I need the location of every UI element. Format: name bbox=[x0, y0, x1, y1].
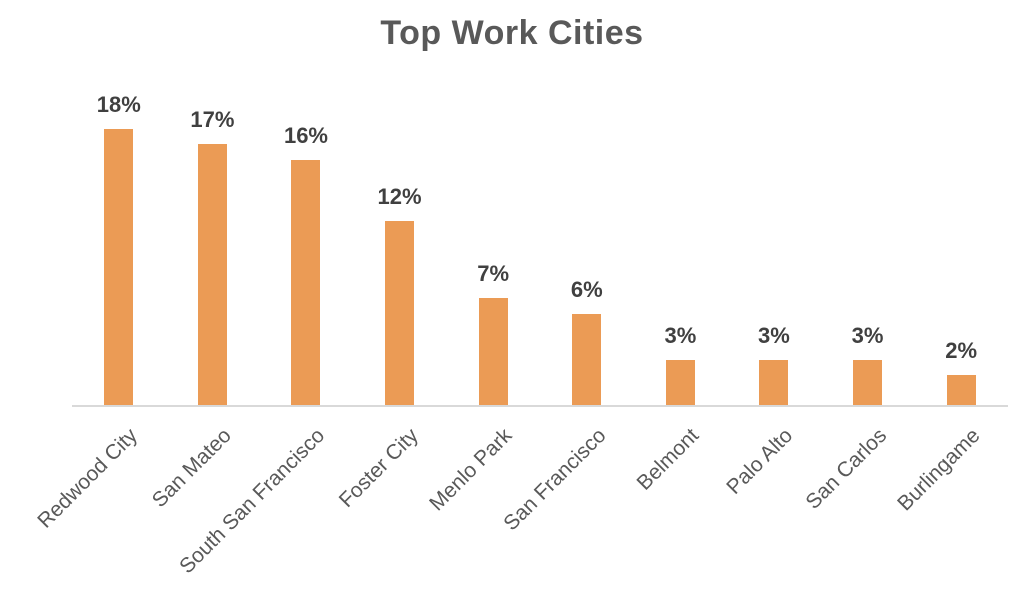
plot-area: 18% 17% 16% 12% 7% 6% 3% 3% 3% 2% bbox=[72, 0, 1008, 406]
bar-value-label: 3% bbox=[664, 323, 697, 348]
bar-value-label: 6% bbox=[570, 277, 603, 302]
bar bbox=[946, 375, 976, 406]
bar bbox=[104, 129, 134, 406]
bar-column: 12% bbox=[353, 0, 447, 406]
bar-column: 3% bbox=[634, 0, 728, 406]
bar-column: 18% bbox=[72, 0, 166, 406]
bar-column: 16% bbox=[259, 0, 353, 406]
bar-value-label: 17% bbox=[190, 107, 235, 132]
bar-value-label: 3% bbox=[851, 323, 884, 348]
bar bbox=[197, 144, 227, 406]
bar bbox=[853, 360, 883, 406]
x-axis-label: San Carlos bbox=[801, 424, 891, 514]
x-axis-label: Belmont bbox=[632, 424, 704, 495]
bar-column: 2% bbox=[914, 0, 1008, 406]
bar-column: 6% bbox=[540, 0, 634, 406]
bar bbox=[478, 298, 508, 406]
bar-value-label: 18% bbox=[96, 92, 141, 117]
bar-value-label: 7% bbox=[477, 261, 510, 286]
bar bbox=[291, 160, 321, 406]
bar bbox=[385, 221, 415, 406]
x-axis-label: Burlingame bbox=[893, 424, 985, 516]
bar-column: 17% bbox=[166, 0, 260, 406]
bar bbox=[759, 360, 789, 406]
x-axis-label: San Mateo bbox=[147, 424, 236, 513]
bar bbox=[665, 360, 695, 406]
x-axis-label: Redwood City bbox=[33, 424, 143, 533]
x-axis-label: San Francisco bbox=[498, 424, 611, 536]
bar-column: 3% bbox=[727, 0, 821, 406]
bar-column: 3% bbox=[821, 0, 915, 406]
x-axis-line bbox=[72, 405, 1008, 407]
x-axis-label: South San Francisco bbox=[175, 424, 330, 579]
x-axis-label: Menlo Park bbox=[425, 424, 517, 516]
bar-value-label: 3% bbox=[758, 323, 790, 348]
bar-value-label: 2% bbox=[945, 338, 978, 363]
chart-title: Top Work Cities bbox=[380, 14, 644, 52]
bar-value-label: 16% bbox=[283, 123, 328, 148]
bar bbox=[572, 314, 602, 406]
x-axis-label: Foster City bbox=[334, 424, 423, 513]
bar-column: 7% bbox=[446, 0, 540, 406]
bar-value-label: 12% bbox=[377, 184, 422, 209]
x-axis-label: Palo Alto bbox=[722, 424, 798, 499]
